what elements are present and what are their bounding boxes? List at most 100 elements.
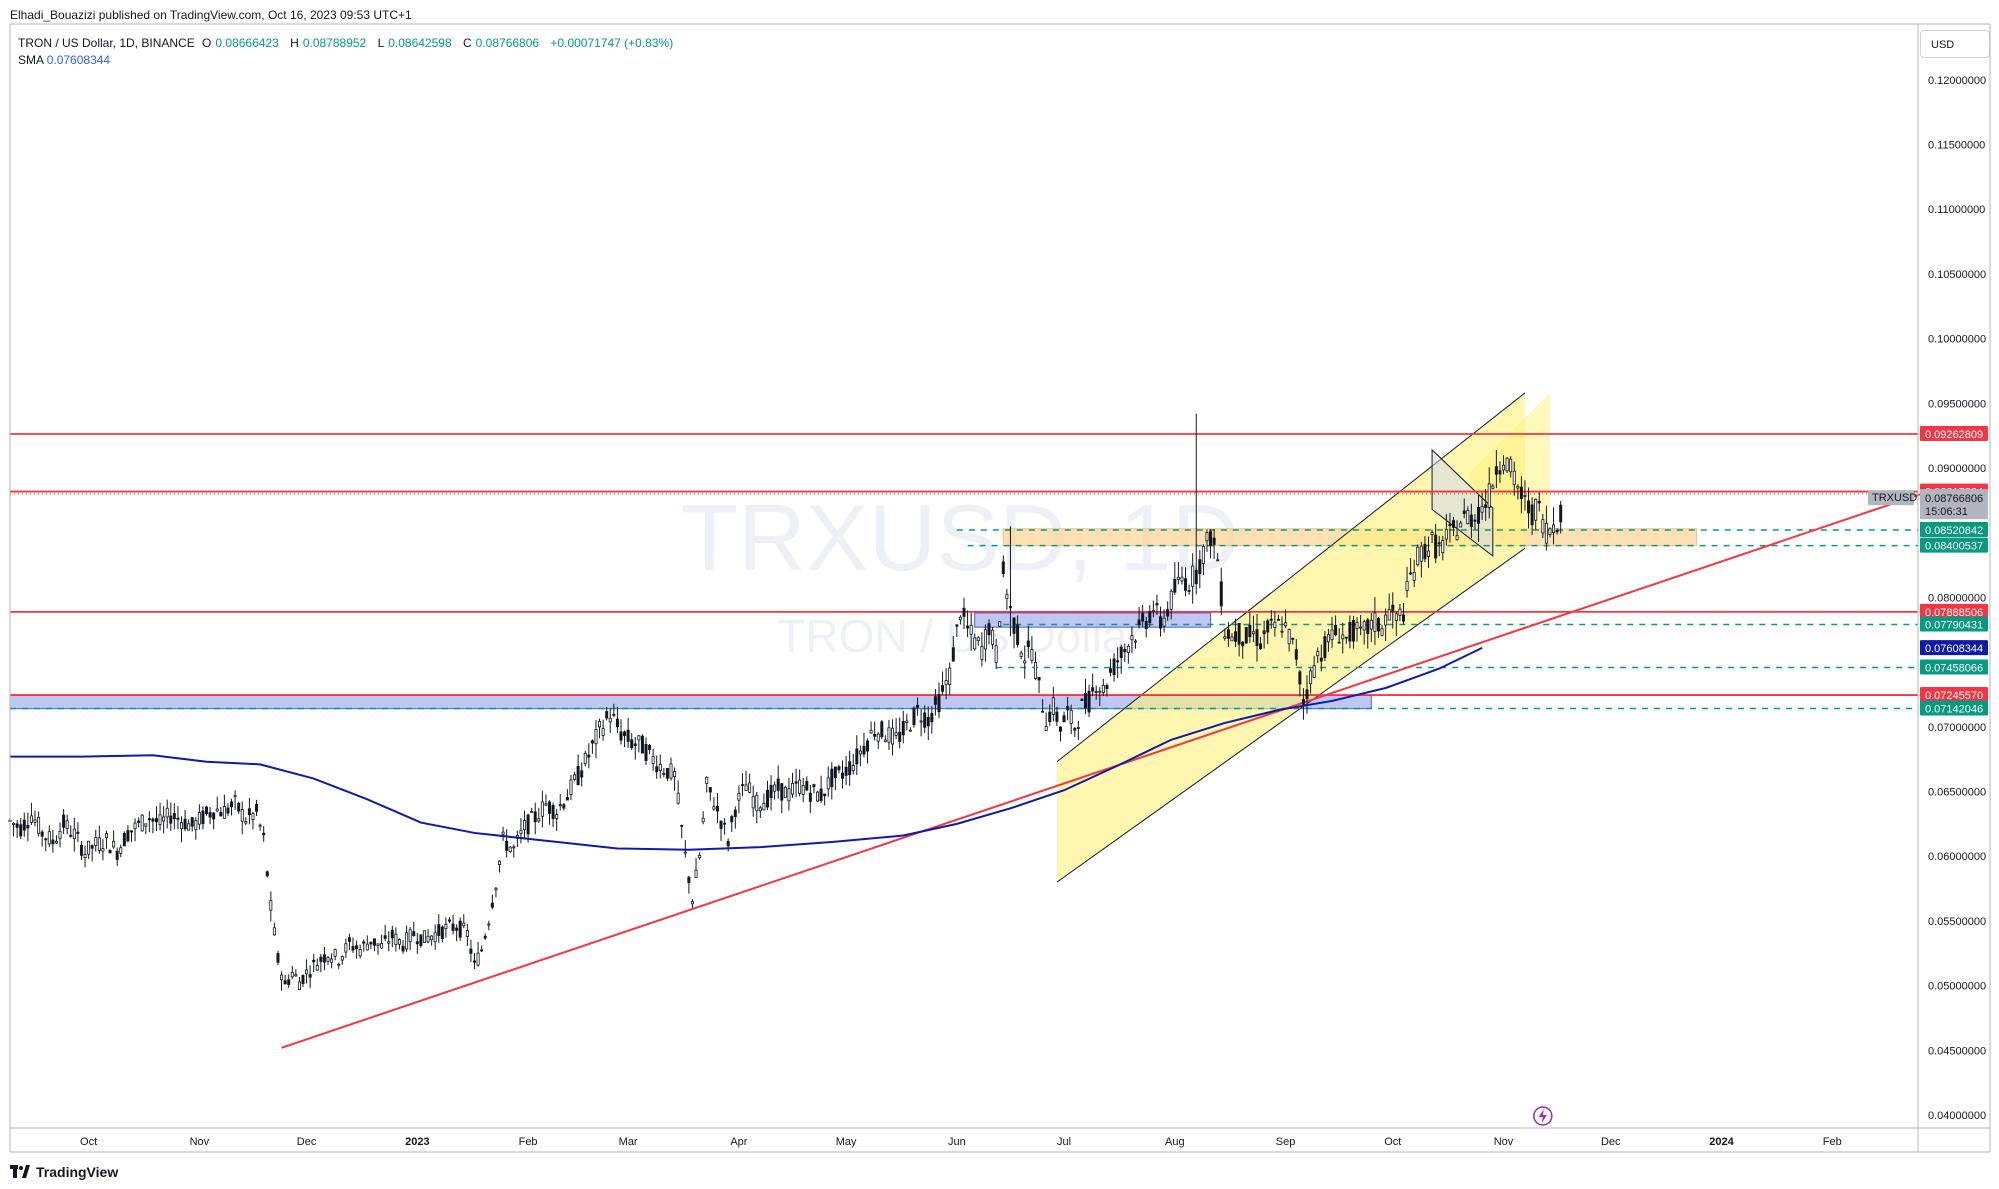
candle: [1226, 622, 1230, 647]
candle: [1344, 636, 1348, 644]
candle: [501, 826, 505, 841]
candle: [1330, 616, 1334, 648]
candle: [1041, 699, 1045, 713]
candle: [440, 925, 444, 943]
candle: [1098, 687, 1102, 706]
watermark: TRXUSD, 1D TRON / US Dollar: [681, 485, 1240, 662]
candle: [926, 706, 930, 741]
y-tick-label: 0.04000000: [1928, 1110, 1986, 1122]
price-tag-green[interactable]: 0.08520842: [1920, 522, 1988, 538]
price-tags-layer: 0.092628090.088178240.0876680615:06:31TR…: [1533, 425, 1988, 1126]
candle: [1530, 497, 1534, 535]
candle: [1141, 605, 1145, 628]
candle: [322, 947, 326, 971]
candle: [122, 831, 126, 847]
candle: [133, 818, 137, 842]
candle: [583, 750, 587, 767]
sma-line[interactable]: [10, 646, 1483, 851]
candle: [415, 932, 419, 954]
candle: [1337, 628, 1341, 644]
channel-upper-line[interactable]: [1056, 392, 1526, 763]
candle: [447, 917, 451, 924]
candle: [755, 791, 759, 824]
candle: [372, 938, 376, 952]
candle: [873, 721, 877, 741]
sma-value: 0.07608344: [46, 53, 111, 67]
candle: [1494, 449, 1498, 489]
channel-fill[interactable]: [1056, 392, 1525, 883]
lightning-icon[interactable]: [1533, 1106, 1553, 1126]
symbol-title[interactable]: TRON / US Dollar, 1D, BINANCE: [18, 36, 195, 50]
price-tag-value: 0.07245570: [1925, 690, 1983, 702]
zone-rect[interactable]: [974, 612, 1212, 628]
candle: [58, 822, 62, 848]
y-tick-label: 0.04500000: [1928, 1045, 1986, 1057]
candle: [1555, 528, 1559, 535]
candle: [29, 802, 33, 825]
candle: [673, 767, 677, 791]
candle: [462, 914, 466, 929]
price-tag-green[interactable]: 0.07142046: [1920, 700, 1988, 716]
candle: [119, 844, 123, 858]
price-tag-sma[interactable]: 0.07608344: [1920, 640, 1988, 656]
candle: [805, 776, 809, 792]
price-tag-red[interactable]: 0.07888506: [1920, 603, 1988, 619]
candle: [866, 738, 870, 764]
candle: [565, 789, 569, 801]
price-tag-green[interactable]: 0.07458066: [1920, 659, 1988, 675]
candle: [272, 922, 276, 936]
candle: [612, 703, 616, 718]
candle: [901, 710, 905, 744]
candle: [1030, 636, 1034, 664]
candle: [1341, 622, 1345, 654]
candle: [283, 974, 287, 985]
price-tag-green[interactable]: 0.07790431: [1920, 616, 1988, 632]
candle: [1416, 544, 1420, 567]
candle: [665, 767, 669, 782]
candle: [1259, 636, 1263, 650]
candle: [355, 940, 359, 959]
candle: [1419, 541, 1423, 578]
symbol-legend[interactable]: TRON / US Dollar, 1D, BINANCE O 0.0866642…: [18, 36, 677, 50]
price-tag-red[interactable]: 0.07245570: [1920, 687, 1988, 703]
sma-label[interactable]: SMA: [18, 53, 44, 67]
candle: [269, 891, 273, 922]
candle: [883, 735, 887, 743]
candle: [812, 783, 816, 794]
candle: [347, 933, 351, 950]
sma-legend[interactable]: SMA 0.07608344: [18, 53, 110, 67]
candle: [1405, 566, 1409, 598]
candle: [162, 806, 166, 834]
candle: [830, 762, 834, 800]
candle: [104, 830, 108, 849]
candle: [869, 721, 873, 734]
candle: [1073, 726, 1077, 737]
candle: [983, 624, 987, 662]
candle: [523, 810, 527, 840]
candle: [991, 626, 995, 650]
candle: [1298, 669, 1302, 697]
tradingview-brand[interactable]: TradingView: [10, 1164, 118, 1180]
y-tick-label: 0.10000000: [1928, 334, 1986, 346]
price-tag-red[interactable]: 0.09262809: [1920, 425, 1988, 441]
candle: [397, 938, 401, 950]
candle: [54, 835, 58, 845]
candle: [412, 921, 416, 937]
price-tag-green[interactable]: 0.08400537: [1920, 537, 1988, 553]
candle: [1205, 529, 1209, 552]
candle: [1334, 615, 1338, 637]
candle: [1223, 628, 1227, 641]
channel-lower-line[interactable]: [1056, 547, 1526, 883]
candle: [1348, 615, 1352, 649]
high-value: 0.08788952: [302, 36, 367, 50]
candle: [1398, 604, 1402, 622]
candle: [1023, 645, 1027, 679]
candle: [626, 717, 630, 748]
candle: [526, 813, 530, 843]
rising-trendline[interactable]: [281, 492, 1922, 1049]
candle: [719, 819, 723, 842]
candle: [1137, 606, 1141, 629]
candle: [483, 933, 487, 941]
